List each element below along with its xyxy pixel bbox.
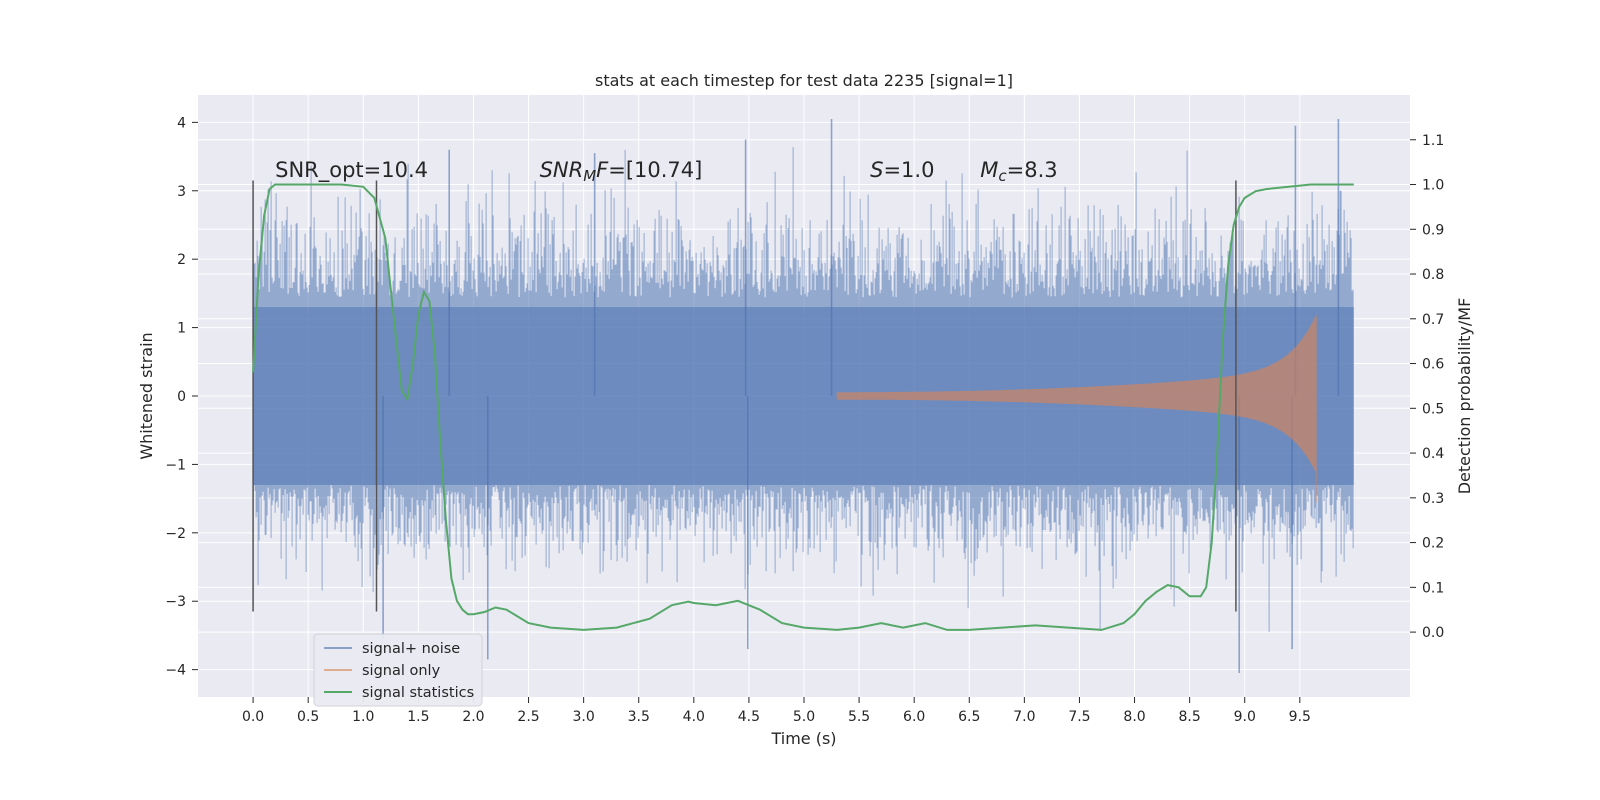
legend-box xyxy=(313,633,483,707)
x-tick-label: 4.5 xyxy=(738,709,760,725)
x-tick-label: 4.0 xyxy=(683,709,705,725)
y-right-tick-label: 0.9 xyxy=(1422,222,1444,238)
y-tick-label: 2 xyxy=(177,252,186,268)
x-tick-label: 5.5 xyxy=(848,709,870,725)
annotations: SNR_opt=10.4 SNRMF=[10.74] S=1.0 Mc=8.3 xyxy=(275,158,1058,185)
signal-statistics-series xyxy=(252,183,1354,631)
x-tick-label: 3.0 xyxy=(573,709,595,725)
y-right-tick-label: 0.6 xyxy=(1422,357,1444,373)
y-tick-label: −2 xyxy=(165,526,186,542)
y-right-tick-label: 1.0 xyxy=(1422,178,1444,194)
x-tick-label: 1.5 xyxy=(407,709,429,725)
x-axis-label: Time (s) xyxy=(770,729,836,748)
y-tick-label: −1 xyxy=(165,457,186,473)
x-tick-label: 7.0 xyxy=(1013,709,1035,725)
y-tick-label: 4 xyxy=(177,115,186,131)
vertical-markers xyxy=(252,180,1237,612)
x-tick-label: 7.5 xyxy=(1068,709,1090,725)
legend-label: signal+ noise xyxy=(362,641,460,657)
signal-only-series xyxy=(836,315,1317,502)
annotation: Mc=8.3 xyxy=(980,158,1057,185)
y-tick-label: 1 xyxy=(177,321,186,337)
x-tick-label: 8.0 xyxy=(1123,709,1145,725)
y-right-tick-label: 0.8 xyxy=(1422,267,1444,283)
y-right-tick-label: 0.1 xyxy=(1422,580,1444,596)
y-right-tick-label: 0.4 xyxy=(1422,446,1444,462)
annotation: SNRMF=[10.74] xyxy=(540,158,703,185)
y-tick-label: −3 xyxy=(165,594,186,610)
x-tick-label: 0.5 xyxy=(297,709,319,725)
x-tick-label: 9.5 xyxy=(1289,709,1311,725)
chart-title: stats at each timestep for test data 223… xyxy=(595,71,1013,90)
annotation: S=1.0 xyxy=(870,158,934,182)
x-tick-label: 8.5 xyxy=(1179,709,1201,725)
x-tick-label: 5.0 xyxy=(793,709,815,725)
annotation: SNR_opt=10.4 xyxy=(275,158,428,183)
y-right-tick-label: 0.0 xyxy=(1422,625,1444,641)
y-right-tick-label: 1.1 xyxy=(1422,133,1444,149)
y-right-tick-label: 0.2 xyxy=(1422,536,1444,552)
x-tick-label: 3.5 xyxy=(628,709,650,725)
y-tick-label: 0 xyxy=(177,389,186,405)
y-right-tick-label: 0.5 xyxy=(1422,401,1444,417)
y-tick-label: 3 xyxy=(177,184,186,200)
x-tick-label: 6.5 xyxy=(958,709,980,725)
signal-only-trace xyxy=(836,315,1317,502)
x-tick-label: 6.0 xyxy=(903,709,925,725)
x-tick-label: 2.0 xyxy=(462,709,484,725)
y-right-tick-label: 0.7 xyxy=(1422,312,1444,328)
x-tick-label: 1.0 xyxy=(352,709,374,725)
x-tick-label: 9.0 xyxy=(1234,709,1256,725)
y-axis-left: 4 3 2 1 0 −1 −2 −3 −4 xyxy=(165,115,198,679)
x-tick-label: 0.0 xyxy=(242,709,264,725)
y-axis-right: 1.1 1.0 0.9 0.8 0.7 0.6 0.5 0.4 0.3 0.2 0.1 0.0 xyxy=(1410,133,1444,641)
y-right-tick-label: 0.3 xyxy=(1422,491,1444,507)
y-tick-label: −4 xyxy=(165,663,186,679)
y-axis-right-label: Detection probability/MF xyxy=(1455,298,1474,495)
legend-label: signal statistics xyxy=(362,685,474,701)
legend: signal+ noise signal only signal statistic… xyxy=(313,633,483,707)
signal-statistics-line xyxy=(252,183,1354,631)
y-axis-label: Whitened strain xyxy=(137,332,156,459)
x-axis: 0.0 0.5 1.0 1.5 2.0 2.5 3.0 3.5 4.0 4.5 5.0 5.5 6.0 6… xyxy=(242,697,1311,725)
x-tick-label: 2.5 xyxy=(517,709,539,725)
legend-label: signal only xyxy=(362,663,441,679)
